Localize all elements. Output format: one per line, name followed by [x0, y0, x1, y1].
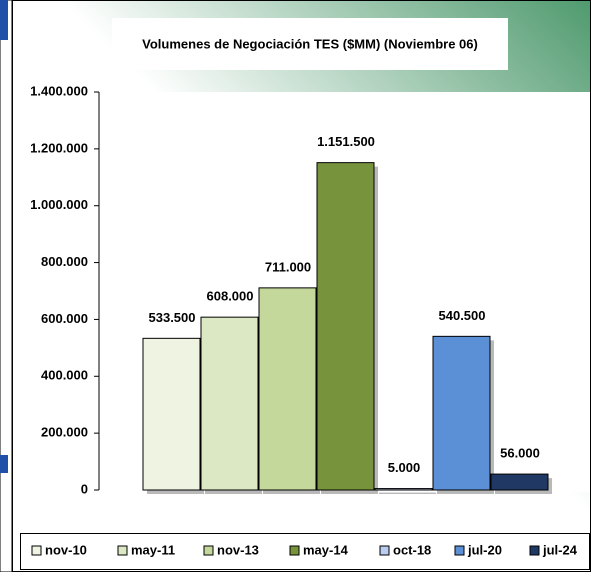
- y-tick-label: 800.000: [41, 254, 88, 269]
- value-label: 1.151.500: [317, 134, 375, 149]
- legend-swatch: [529, 545, 540, 556]
- bar: [142, 337, 201, 491]
- bar: [200, 316, 259, 491]
- legend-label: may-14: [303, 542, 349, 557]
- legend-box: [20, 533, 590, 570]
- bar: [374, 488, 433, 491]
- legend-swatch: [289, 545, 300, 556]
- value-label: 533.500: [149, 310, 196, 325]
- value-label: 56.000: [500, 446, 540, 461]
- value-label: 711.000: [265, 259, 311, 274]
- y-tick-label: 200.000: [41, 425, 88, 440]
- legend-label: oct-18: [393, 542, 431, 557]
- legend-swatch: [379, 545, 390, 556]
- y-tick-label: 0: [81, 481, 88, 496]
- bar: [258, 287, 317, 491]
- legend-label: nov-13: [217, 542, 259, 557]
- title-box: [112, 18, 508, 70]
- legend-swatch: [203, 545, 214, 556]
- legend-label: jul-20: [467, 542, 502, 557]
- left-marker: [0, 0, 8, 40]
- legend-label: jul-24: [542, 542, 578, 557]
- y-tick-label: 1.200.000: [30, 140, 88, 155]
- y-tick-label: 1.400.000: [30, 83, 88, 98]
- legend-label: may-11: [131, 542, 175, 557]
- legend-swatch: [454, 545, 465, 556]
- bar: [316, 162, 375, 491]
- legend-swatch: [117, 545, 128, 556]
- y-tick-label: 1.000.000: [30, 197, 88, 212]
- chart-title: Volumenes de Negociación TES ($MM) (Novi…: [142, 36, 478, 51]
- bar: [432, 335, 491, 491]
- value-label: 608.000: [207, 289, 254, 304]
- legend-swatch: [31, 545, 42, 556]
- left-strip: [0, 0, 13, 573]
- y-tick-label: 400.000: [41, 368, 88, 383]
- y-tick-label: 600.000: [41, 311, 88, 326]
- legend-label: nov-10: [45, 542, 87, 557]
- value-label: 5.000: [388, 460, 421, 475]
- value-label: 540.500: [439, 308, 486, 323]
- bar: [490, 473, 549, 491]
- left-marker: [0, 455, 8, 473]
- bar-shadow: [379, 492, 436, 494]
